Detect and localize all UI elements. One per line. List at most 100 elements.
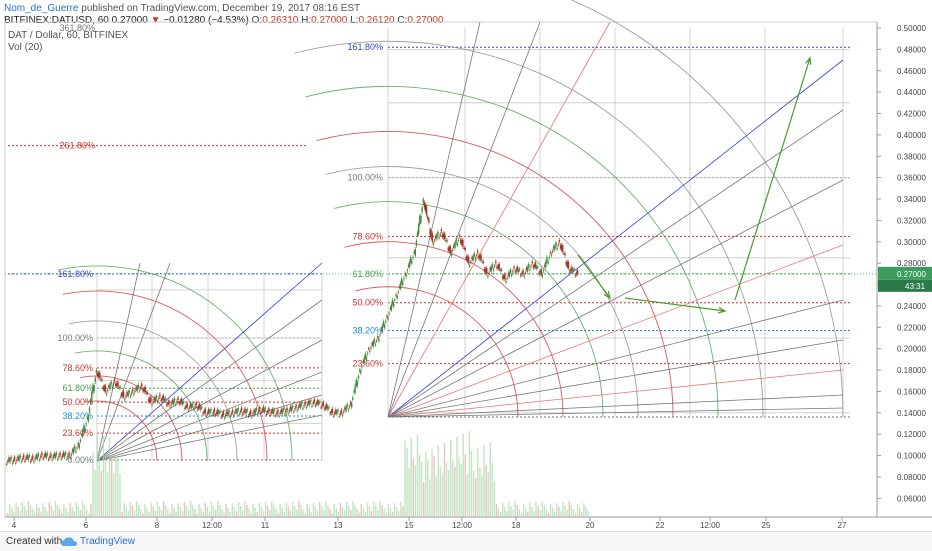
symbol-label: BITFINEX:DATUSD, 60 (4, 15, 109, 26)
candle-body (365, 357, 368, 360)
candle-body (89, 400, 92, 403)
candle-body (571, 266, 573, 271)
candle-body (127, 392, 129, 397)
candle-body (42, 458, 44, 460)
candle-body (67, 455, 69, 458)
candle-body (476, 250, 479, 253)
candle-body (128, 390, 130, 393)
x-tick-label: 13 (334, 521, 343, 530)
volume-bar (562, 502, 564, 517)
fib-large-fan (387, 21, 611, 418)
volume-bar (169, 513, 171, 517)
fib-large-fan (387, 59, 844, 418)
price-chart[interactable]: 0.06000 0.08000 0.10000 0.12000 0.14000 0.160… (0, 0, 932, 531)
volume-bar (306, 504, 308, 517)
candle-body (337, 409, 339, 412)
candle-body (303, 405, 305, 407)
candle-body (274, 415, 277, 417)
candle-body (154, 397, 157, 402)
volume-bar (319, 502, 321, 517)
candle-body (520, 275, 522, 277)
fib-large-fan (387, 179, 844, 418)
candle-body (281, 410, 284, 414)
candle-body (466, 256, 469, 262)
volume-bar (302, 509, 304, 517)
volume-bar (144, 504, 146, 517)
candle-body (253, 409, 255, 413)
candle-body (175, 404, 177, 406)
candle-body (166, 404, 168, 406)
fib-large-arc (355, 286, 519, 418)
volume-bar (111, 455, 113, 517)
y-tick-label: 0.16000 (897, 387, 926, 396)
candle-body (297, 407, 300, 409)
candle-body (220, 416, 222, 418)
volume-bar (341, 507, 344, 517)
volume-bar (54, 501, 57, 517)
candle-body (572, 269, 574, 273)
volume-bar (529, 503, 531, 517)
volume-bar (564, 506, 566, 517)
volume-bar (90, 504, 92, 517)
candle-body (110, 381, 112, 385)
last-price-badge-text: 0.27000 (897, 270, 926, 279)
candle-body (59, 452, 61, 456)
candle-body (136, 387, 138, 392)
volume-bar (273, 505, 275, 517)
fib-large-arc (316, 131, 674, 418)
volume-bar (192, 505, 194, 517)
candle-body (296, 410, 298, 412)
volume-bar (115, 451, 117, 517)
volume-bar (314, 507, 317, 517)
tradingview-brand[interactable]: TradingView (80, 536, 136, 547)
candle-body (259, 406, 261, 410)
series-legend[interactable]: DAT / Dollar, 60, BITFINEX (8, 30, 129, 41)
candle-body (404, 273, 406, 275)
candle-body (78, 444, 81, 449)
candle-body (403, 278, 405, 280)
volume-bar (416, 435, 419, 517)
candle-body (343, 411, 345, 413)
volume-bar (163, 501, 165, 517)
volume-bar (206, 507, 209, 517)
volume-bar (487, 472, 489, 517)
y-tick-label: 0.44000 (897, 88, 926, 97)
volume-legend[interactable]: Vol (20) (8, 42, 43, 53)
volume-bar (294, 506, 296, 517)
volume-bar (277, 513, 279, 517)
candle-body (12, 460, 15, 462)
candle-body (87, 415, 90, 422)
candle-body (295, 404, 297, 408)
candle-body (383, 325, 386, 328)
candle-body (85, 423, 87, 425)
candle-body (473, 253, 475, 257)
candle-body (327, 407, 329, 410)
volume-bar (343, 511, 346, 517)
volume-bar (69, 503, 71, 517)
candle-body (335, 409, 337, 413)
candle-body (139, 387, 142, 389)
candle-body (26, 454, 28, 459)
candle-body (18, 457, 20, 461)
x-tick-label: 15 (405, 521, 414, 530)
candle-body (160, 399, 162, 401)
volume-bar (67, 512, 69, 517)
volume-bar (248, 509, 250, 517)
volume-bar (275, 509, 277, 517)
candle-body (247, 415, 250, 417)
fib-small-label: 50.00% (62, 397, 93, 407)
volume-bar (429, 479, 431, 517)
fib-large-arc (334, 201, 604, 418)
candle-body (501, 276, 504, 279)
volume-bar (379, 501, 381, 517)
volume-bar (239, 506, 242, 517)
fib-large-arc (570, 0, 844, 418)
candle-body (96, 373, 99, 376)
candle-body (248, 413, 251, 416)
fib-small-label: 78.60% (62, 363, 93, 373)
candle-body (318, 402, 320, 405)
author-link[interactable]: Nom_de_Guerre (4, 3, 79, 14)
candle-body (455, 239, 457, 243)
volume-bar (71, 507, 73, 517)
volume-bar (495, 504, 498, 517)
